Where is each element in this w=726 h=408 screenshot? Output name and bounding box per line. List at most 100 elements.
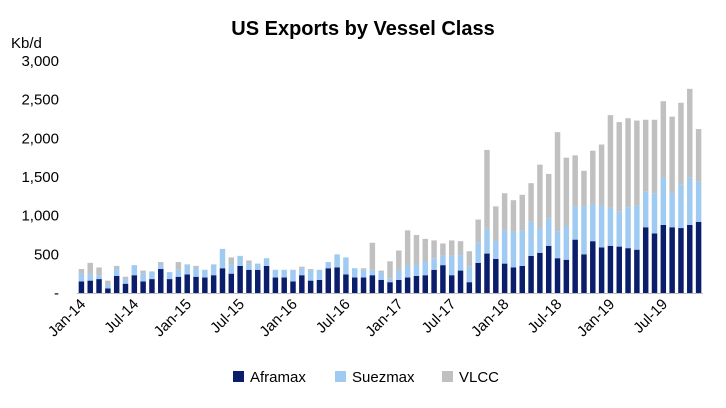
bar-vlcc: [387, 261, 393, 279]
bar-vlcc: [625, 118, 631, 208]
bar-suezmax: [678, 184, 684, 229]
bar-vlcc: [457, 241, 464, 256]
bar-suezmax: [307, 270, 314, 281]
bar-aframax: [493, 258, 499, 293]
x-tick-label: Jul-18: [524, 296, 565, 337]
bar-suezmax: [404, 265, 411, 278]
bar-vlcc: [554, 132, 561, 232]
bar-aframax: [616, 246, 622, 293]
bar-aframax: [193, 276, 199, 293]
bar-aframax: [678, 228, 684, 293]
bar-aframax: [537, 252, 543, 293]
bar-aframax: [475, 262, 481, 293]
bar-suezmax: [369, 269, 376, 276]
bar-suezmax: [140, 273, 146, 282]
bar-vlcc: [634, 120, 640, 206]
bar-aframax: [263, 265, 270, 293]
x-tick-label: Jul-14: [101, 296, 142, 337]
bar-suezmax: [422, 262, 428, 276]
bar-suezmax: [122, 279, 129, 284]
x-tick-label: Jan-14: [45, 296, 89, 340]
bar-suezmax: [413, 264, 420, 276]
y-tick-label: 1,500: [21, 169, 59, 186]
bar-suezmax: [158, 265, 164, 270]
bar-vlcc: [440, 243, 446, 256]
bar-vlcc: [590, 150, 596, 205]
bar-aframax: [105, 288, 111, 293]
bar-vlcc: [78, 269, 85, 274]
bar-aframax: [651, 233, 658, 293]
bar-vlcc: [422, 238, 428, 263]
bar-suezmax: [440, 255, 446, 266]
bar-aframax: [202, 277, 208, 293]
bar-aframax: [607, 245, 614, 293]
bar-suezmax: [263, 258, 270, 266]
bar-aframax: [669, 227, 675, 293]
bar-vlcc: [607, 115, 614, 208]
bar-vlcc: [307, 269, 314, 271]
bar-aframax: [122, 283, 129, 293]
bar-vlcc: [484, 149, 490, 229]
bar-vlcc: [299, 266, 305, 269]
bar-suezmax: [528, 221, 534, 256]
bar-suezmax: [202, 269, 208, 278]
bar-aframax: [219, 268, 226, 293]
bar-aframax: [625, 248, 631, 293]
bar-aframax: [519, 265, 525, 293]
bar-aframax: [396, 279, 402, 293]
legend-label-vlcc: VLCC: [459, 369, 499, 386]
legend-swatch-vlcc: [442, 371, 453, 382]
bar-vlcc: [563, 157, 570, 227]
y-tick-label: -: [54, 285, 59, 302]
bar-vlcc: [695, 129, 702, 182]
bar-vlcc: [431, 240, 437, 259]
bar-vlcc: [545, 173, 552, 219]
x-tick-label: Jul-17: [419, 296, 460, 337]
bar-vlcc: [475, 219, 481, 243]
bar-suezmax: [431, 258, 437, 270]
bar-vlcc: [466, 251, 473, 267]
bar-suezmax: [272, 269, 279, 278]
bar-aframax: [131, 275, 138, 293]
bar-vlcc: [246, 260, 252, 264]
bar-vlcc: [413, 235, 420, 265]
bar-suezmax: [695, 181, 702, 222]
bar-suezmax: [352, 268, 358, 278]
bar-aframax: [431, 269, 437, 293]
bar-vlcc: [448, 240, 455, 256]
bar-aframax: [378, 279, 384, 293]
bar-aframax: [166, 279, 173, 293]
bar-aframax: [501, 263, 508, 293]
bar-suezmax: [563, 226, 570, 260]
bar-aframax: [255, 269, 261, 293]
bar-aframax: [510, 267, 517, 293]
bar-aframax: [113, 275, 120, 293]
bar-aframax: [228, 273, 235, 293]
bar-aframax: [590, 241, 596, 293]
bar-aframax: [466, 282, 473, 293]
bar-aframax: [272, 277, 279, 293]
bar-aframax: [175, 276, 182, 293]
bar-suezmax: [607, 207, 614, 246]
bar-suezmax: [616, 211, 622, 247]
bar-suezmax: [493, 241, 499, 259]
bar-aframax: [457, 270, 464, 293]
bar-aframax: [387, 282, 393, 293]
bar-aframax: [528, 255, 534, 293]
bar-aframax: [563, 259, 570, 293]
bar-aframax: [634, 249, 640, 293]
bar-vlcc: [660, 101, 667, 178]
bar-suezmax: [457, 255, 464, 271]
bar-suezmax: [131, 265, 138, 276]
bar-vlcc: [501, 193, 508, 231]
bar-suezmax: [660, 177, 667, 225]
bar-vlcc: [360, 268, 367, 270]
bar-aframax: [281, 277, 287, 293]
y-tick-label: 3,000: [21, 53, 59, 70]
bar-suezmax: [651, 193, 658, 234]
bar-vlcc: [396, 250, 402, 271]
bar-suezmax: [87, 274, 93, 281]
bar-aframax: [307, 280, 314, 293]
bars: [78, 88, 702, 293]
bar-suezmax: [396, 270, 402, 280]
